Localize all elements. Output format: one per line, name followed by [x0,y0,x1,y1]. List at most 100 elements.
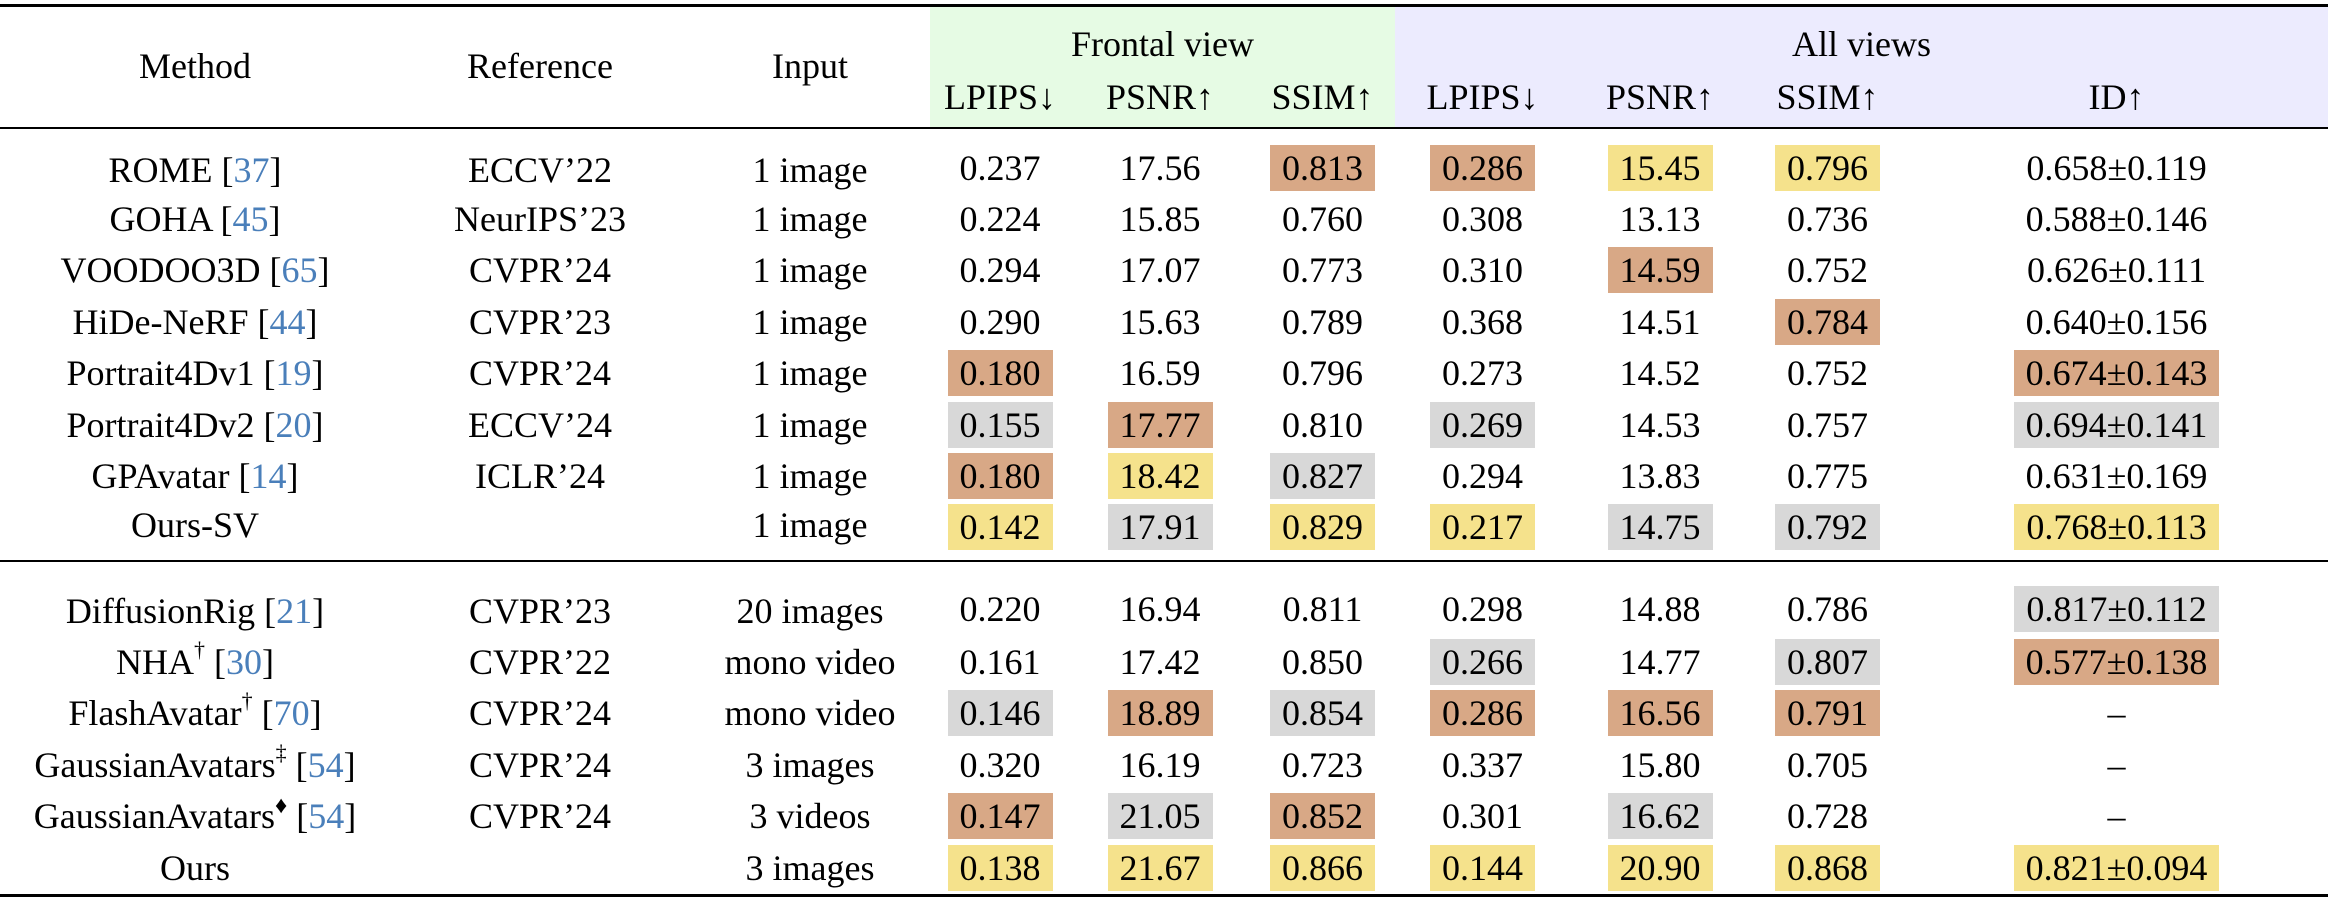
header-reference: Reference [390,4,690,129]
id-value: 0.768±0.113 [2014,504,2219,550]
frontal-ssim-cell: 0.854 [1250,688,1395,740]
method-name: Ours [160,847,230,888]
table-row: HiDe-NeRF [44] CVPR’23 1 image 0.290 15.63 0.… [0,296,2328,348]
table-row: GaussianAvatars‡ [54] CVPR’24 3 images 0.32… [0,739,2328,791]
frontal-lpips-cell: 0.220 [930,560,1070,636]
frontal-ssim-cell: 0.827 [1250,451,1395,503]
all-psnr-cell: 15.80 [1570,739,1750,791]
all-ssim-cell: 0.705 [1750,739,1905,791]
all-ssim-cell: 0.784 [1750,296,1905,348]
frontal-psnr-value: 17.42 [1119,641,1201,682]
method-cell: NHA† [30] [116,636,274,682]
table-row: Portrait4Dv1 [19] CVPR’24 1 image 0.180 16.5… [0,348,2328,400]
reference-cell: CVPR’24 [468,250,612,291]
all-ssim-value: 0.792 [1775,504,1881,550]
table-row: DiffusionRig [21] CVPR’23 20 images 0.220 16… [0,560,2328,636]
citation-link[interactable]: 45 [232,198,269,239]
all-lpips-cell: 0.337 [1395,739,1570,791]
method-cell: Ours-SV [0,502,390,561]
citation-link[interactable]: 20 [275,404,312,445]
header-row-metrics: LPIPS↓ PSNR↑ SSIM↑ LPIPS↓ PSNR↑ SSIM↑ ID… [0,67,2328,129]
input-cell: 1 image [752,404,868,445]
citation-link[interactable]: 65 [281,250,318,291]
frontal-psnr-value: 18.42 [1107,453,1213,500]
all-lpips-value: 0.294 [1442,456,1524,497]
frontal-psnr-cell: 21.05 [1070,791,1250,843]
id-cell: 0.577±0.138 [1905,636,2328,688]
method-name: GOHA [109,198,212,239]
all-psnr-cell: 14.52 [1570,348,1750,400]
frontal-lpips-cell: 0.180 [930,348,1070,400]
all-psnr-value: 16.56 [1607,690,1713,737]
header-all-lpips: LPIPS↓ [1395,67,1571,129]
input-cell: 1 image [752,301,868,342]
all-lpips-cell: 0.301 [1395,791,1570,843]
input-cell: mono video [724,641,896,682]
reference-cell: ICLR’24 [475,456,605,497]
frontal-lpips-cell: 0.320 [930,739,1070,791]
citation-link[interactable]: 37 [233,150,270,190]
table-row: VOODOO3D [65] CVPR’24 1 image 0.294 17.07 0.7… [0,245,2328,297]
all-psnr-value: 14.53 [1619,404,1701,445]
frontal-ssim-cell: 0.773 [1250,245,1395,297]
frontal-psnr-value: 21.67 [1107,844,1213,891]
frontal-lpips-cell: 0.138 [930,842,1070,897]
id-cell: – [1905,688,2328,740]
frontal-psnr-cell: 18.42 [1070,451,1250,503]
frontal-psnr-cell: 21.67 [1070,842,1250,897]
frontal-ssim-value: 0.723 [1282,744,1364,785]
frontal-lpips-value: 0.146 [947,690,1053,737]
all-psnr-value: 14.77 [1619,641,1701,682]
method-name: GPAvatar [91,456,230,497]
reference-cell: ECCV’24 [468,404,612,445]
id-value: – [2107,693,2126,734]
citation-link[interactable]: 54 [307,744,344,785]
method-name: ROME [108,150,213,190]
all-ssim-cell: 0.757 [1750,399,1905,451]
all-psnr-value: 15.80 [1619,744,1701,785]
header-method: Method [0,4,390,129]
all-ssim-value: 0.786 [1787,589,1869,629]
id-value: – [2107,796,2126,837]
frontal-lpips-cell: 0.237 [930,128,1070,193]
table-row: GPAvatar [14] ICLR’24 1 image 0.180 18.42 0.8… [0,451,2328,503]
all-lpips-cell: 0.286 [1395,688,1570,740]
id-value: 0.577±0.138 [2013,638,2220,685]
all-psnr-cell: 16.62 [1570,791,1750,843]
citation-link[interactable]: 44 [269,301,306,342]
frontal-ssim-value: 0.773 [1282,250,1364,291]
method-mark: ♦ [275,793,288,820]
input-cell: 1 image [752,505,868,545]
reference-cell: CVPR’24 [468,796,612,837]
all-psnr-value: 20.90 [1607,844,1713,891]
citation-link[interactable]: 19 [275,353,312,394]
id-cell: 0.626±0.111 [1905,245,2328,297]
all-lpips-cell: 0.310 [1395,245,1570,297]
all-psnr-value: 14.52 [1619,353,1701,394]
frontal-ssim-value: 0.796 [1282,353,1364,394]
citation-link[interactable]: 54 [308,796,345,837]
citation-link[interactable]: 21 [276,591,313,631]
all-ssim-cell: 0.775 [1750,451,1905,503]
citation-link[interactable]: 30 [226,641,262,682]
all-psnr-cell: 14.53 [1570,399,1750,451]
frontal-lpips-value: 0.155 [947,401,1053,448]
all-lpips-cell: 0.269 [1395,399,1570,451]
id-value: – [2107,744,2126,785]
all-psnr-value: 16.62 [1607,793,1713,840]
all-psnr-value: 14.75 [1607,504,1713,550]
all-lpips-value: 0.266 [1430,638,1536,685]
frontal-psnr-cell: 17.07 [1070,245,1250,297]
id-value: 0.640±0.156 [2025,301,2208,342]
method-cell: GaussianAvatars‡ [54] [34,739,356,785]
id-cell: 0.694±0.141 [1905,399,2328,451]
all-psnr-value: 14.51 [1619,301,1701,342]
id-cell: 0.631±0.169 [1905,451,2328,503]
frontal-ssim-cell: 0.866 [1250,842,1396,897]
id-value: 0.658±0.119 [2026,148,2207,188]
citation-link[interactable]: 14 [250,456,287,497]
frontal-ssim-value: 0.866 [1270,844,1376,891]
citation-link[interactable]: 70 [273,693,310,734]
input-cell: mono video [724,693,896,734]
